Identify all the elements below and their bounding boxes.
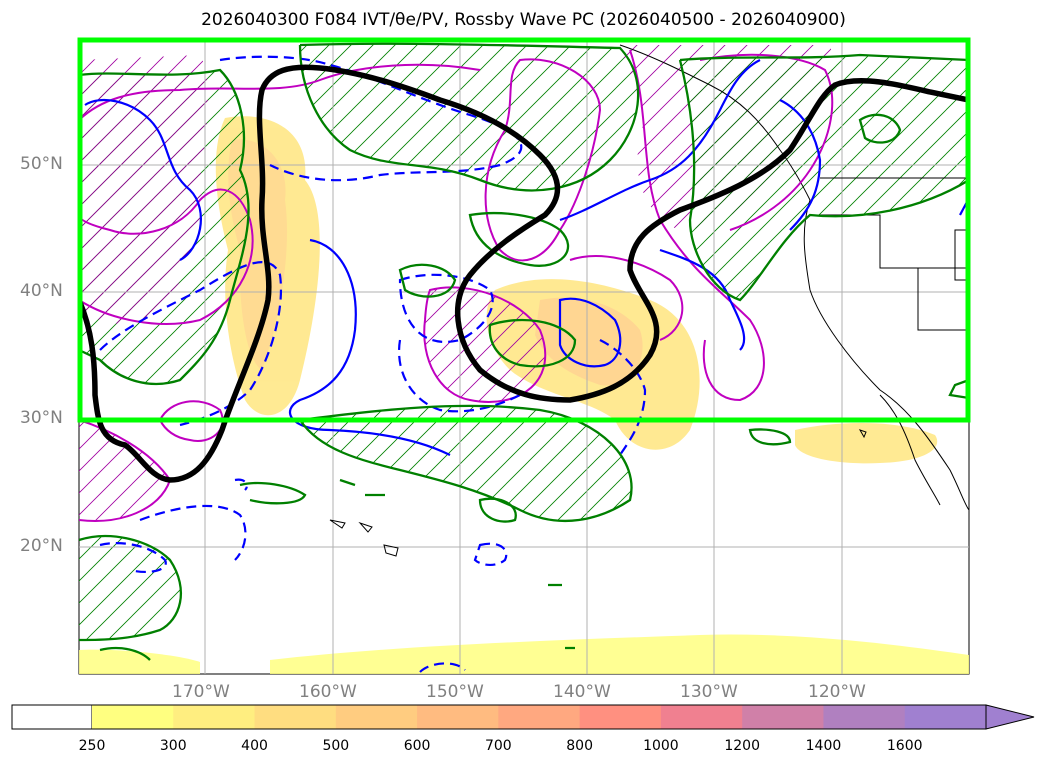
colorbar-tick-label: 300 — [159, 738, 187, 754]
colorbar-tick-label: 250 — [78, 738, 106, 754]
colorbar-cell — [254, 705, 337, 729]
colorbar-tick-label: 700 — [484, 738, 512, 754]
lat-label: 40°N — [20, 281, 63, 301]
lon-label: 120°W — [808, 682, 866, 702]
colorbar-tick-label: 800 — [566, 738, 593, 754]
colorbar-cell — [579, 705, 662, 729]
colorbar-tick-label: 600 — [403, 738, 431, 754]
colorbar-tick-label: 500 — [322, 738, 350, 754]
hatch-sw-green — [79, 536, 181, 640]
hatch-central-magenta — [424, 287, 546, 402]
colorbar-cell — [417, 705, 499, 729]
colorbar-tick-label: 400 — [241, 738, 268, 754]
colorbar-tick-label: 1200 — [724, 738, 760, 754]
ivt-region-south — [79, 649, 200, 674]
colorbar-cell — [660, 705, 743, 729]
colorbar-tick-label: 1600 — [886, 738, 923, 754]
hatch-west-magenta — [79, 55, 208, 325]
hatch-sw-magenta — [79, 420, 170, 521]
lat-label: 20°N — [20, 536, 63, 556]
lon-label: 170°W — [172, 682, 230, 702]
ivt-region-south2 — [270, 634, 969, 674]
pv-contour — [79, 64, 969, 483]
colorbar-cell — [742, 705, 824, 729]
pc-negative-solid — [84, 59, 969, 456]
colorbar — [11, 704, 1035, 730]
colorbar-extend-arrow — [985, 704, 1035, 730]
colorbar-tick-label: 1400 — [805, 738, 842, 754]
lon-label: 130°W — [680, 682, 738, 702]
lat-label: 30°N — [20, 408, 63, 428]
colorbar-cell — [498, 705, 581, 729]
colorbar-cell — [92, 705, 174, 729]
lat-label: 50°N — [20, 154, 63, 174]
map-title: 2026040300 F084 IVT/θe/PV, Rossby Wave P… — [201, 10, 846, 30]
theta-e-contours — [79, 49, 834, 522]
colorbar-cell — [904, 705, 987, 729]
colorbar-cell — [173, 705, 256, 729]
lon-label: 150°W — [426, 682, 484, 702]
lon-label: 140°W — [553, 682, 611, 702]
pc-positive-contours — [79, 42, 969, 661]
colorbar-tick-label: 1000 — [643, 738, 679, 754]
domain-box — [77, 37, 971, 423]
lon-label: 160°W — [299, 682, 357, 702]
ivt-region-east — [795, 423, 938, 464]
colorbar-cell — [823, 705, 906, 729]
colorbar-cell — [335, 705, 418, 729]
